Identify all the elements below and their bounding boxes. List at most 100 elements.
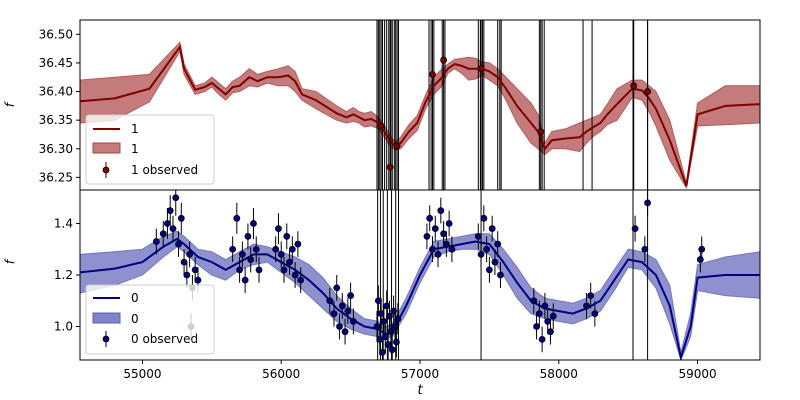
bottom-observation-point <box>283 232 291 240</box>
bottom-y-axis-label: f <box>3 258 17 264</box>
bottom-observation-point <box>159 230 167 238</box>
top-observation-point <box>630 82 638 90</box>
top-legend-band-swatch <box>92 142 121 154</box>
bottom-observation-point <box>341 328 349 336</box>
top-y-tick-label: 36.25 <box>39 170 73 184</box>
bottom-observation-point <box>175 240 182 248</box>
bottom-observation-point <box>250 220 257 227</box>
bottom-observation-point <box>388 346 396 354</box>
bottom-observation-point <box>373 323 381 330</box>
bottom-plot-area <box>80 190 760 360</box>
bottom-observation-point <box>641 245 649 253</box>
bottom-observation-point <box>191 266 199 274</box>
bottom-observation-point <box>698 245 706 253</box>
bottom-observation-point <box>166 207 174 215</box>
bottom-observation-point <box>442 240 450 248</box>
bottom-observation-point <box>247 256 255 263</box>
bottom-observation-point <box>236 266 243 274</box>
top-legend-box <box>85 114 215 185</box>
bottom-y-tick-label: 1.4 <box>54 216 73 230</box>
bottom-observation-point <box>491 258 499 266</box>
top-observation-point <box>377 122 385 130</box>
x-tick-label: 55000 <box>123 367 161 381</box>
bottom-observation-point <box>541 302 549 310</box>
top-observation-point <box>429 70 436 78</box>
bottom-observation-point <box>238 250 246 258</box>
bottom-mean-line <box>80 237 760 360</box>
bottom-observation-point <box>229 245 237 253</box>
x-tick-label: 58000 <box>540 367 578 381</box>
bottom-observation-point <box>533 323 540 330</box>
top-y-axis-label: f <box>3 101 17 107</box>
bottom-observation-point <box>286 258 293 266</box>
bottom-observation-point <box>244 232 252 240</box>
top-y-ticks: 36.25 36.30 36.35 36.40 36.45 36.50 <box>39 27 80 184</box>
bottom-observation-point <box>255 266 263 274</box>
bottom-observation-point <box>429 245 436 253</box>
bottom-observation-point <box>183 271 191 279</box>
bottom-y-tick-label: 1.0 <box>54 320 73 334</box>
bottom-observation-point <box>440 230 447 238</box>
top-y-tick-label: 36.50 <box>39 27 73 41</box>
top-observation-point <box>440 56 447 64</box>
bottom-observation-point <box>431 225 439 233</box>
bottom-observation-point <box>169 225 177 233</box>
top-y-tick-label: 36.35 <box>39 113 73 127</box>
bottom-observation-point <box>696 256 704 263</box>
top-y-tick-label: 36.45 <box>39 56 73 70</box>
bottom-y-ticks: 1.0 1.2 1.4 <box>54 216 80 334</box>
bottom-observation-point <box>437 207 445 215</box>
bottom-observation-point <box>631 225 639 233</box>
bottom-legend: 0 0 0 observed <box>85 284 215 355</box>
top-y-tick-label: 36.30 <box>39 142 73 156</box>
bottom-observation-point <box>547 328 554 336</box>
bottom-observation-point <box>275 225 282 233</box>
bottom-legend-point-swatch <box>102 335 110 343</box>
top-y-tick-label: 36.40 <box>39 85 73 99</box>
bottom-observation-point <box>394 315 402 323</box>
bottom-legend-points-label: 0 observed <box>131 332 198 346</box>
bottom-observation-point <box>587 292 595 300</box>
top-legend-point-swatch <box>102 166 110 174</box>
bottom-observation-point <box>277 250 285 258</box>
bottom-observation-point <box>381 333 389 341</box>
bottom-observation-point <box>480 214 488 222</box>
bottom-observation-point <box>390 307 398 315</box>
bottom-observation-point <box>326 297 334 305</box>
bottom-observation-point <box>386 312 393 320</box>
top-observation-point <box>393 142 401 150</box>
top-legend-band-label: 1 <box>131 142 139 156</box>
bottom-legend-band-label: 0 <box>131 312 139 326</box>
bottom-observation-point <box>384 341 392 348</box>
bottom-observation-point <box>344 307 352 315</box>
bottom-observation-point <box>393 338 400 346</box>
bottom-observation-point <box>338 302 346 310</box>
bottom-observation-point <box>233 214 241 222</box>
bottom-observation-point <box>180 258 188 266</box>
bottom-observation-point <box>474 232 482 240</box>
bottom-observation-point <box>336 323 343 330</box>
bottom-observation-point <box>549 312 557 320</box>
bottom-observation-point <box>535 310 543 318</box>
bottom-observation-point <box>194 276 202 284</box>
bottom-observation-point <box>434 250 442 258</box>
x-tick-label: 56000 <box>262 367 300 381</box>
bottom-observation-point <box>445 220 453 227</box>
bottom-observation-point <box>591 310 599 318</box>
bottom-observation-point <box>333 284 341 292</box>
bottom-observation-point <box>272 245 280 253</box>
bottom-observation-point <box>538 335 546 343</box>
bottom-x-ticks: 55000 56000 57000 58000 59000 <box>123 360 717 381</box>
bottom-panel: 1.01.21.4 55000 56000 57000 58000 59000 f t … <box>3 189 761 398</box>
top-observation-point <box>644 88 651 95</box>
bottom-observation-point <box>644 199 651 207</box>
bottom-observation-point <box>497 271 504 279</box>
bottom-observation-point <box>294 240 302 248</box>
top-panel: 36.25 36.30 36.35 36.40 36.45 36.50 f 1 1 1 o… <box>3 19 761 191</box>
bottom-observation-point <box>485 266 493 274</box>
bottom-legend-line-label: 0 <box>131 291 139 305</box>
bottom-legend-band-swatch <box>92 312 121 324</box>
x-axis-label: t <box>417 383 423 398</box>
top-observation-point <box>537 128 545 136</box>
bottom-observation-point <box>380 317 388 325</box>
